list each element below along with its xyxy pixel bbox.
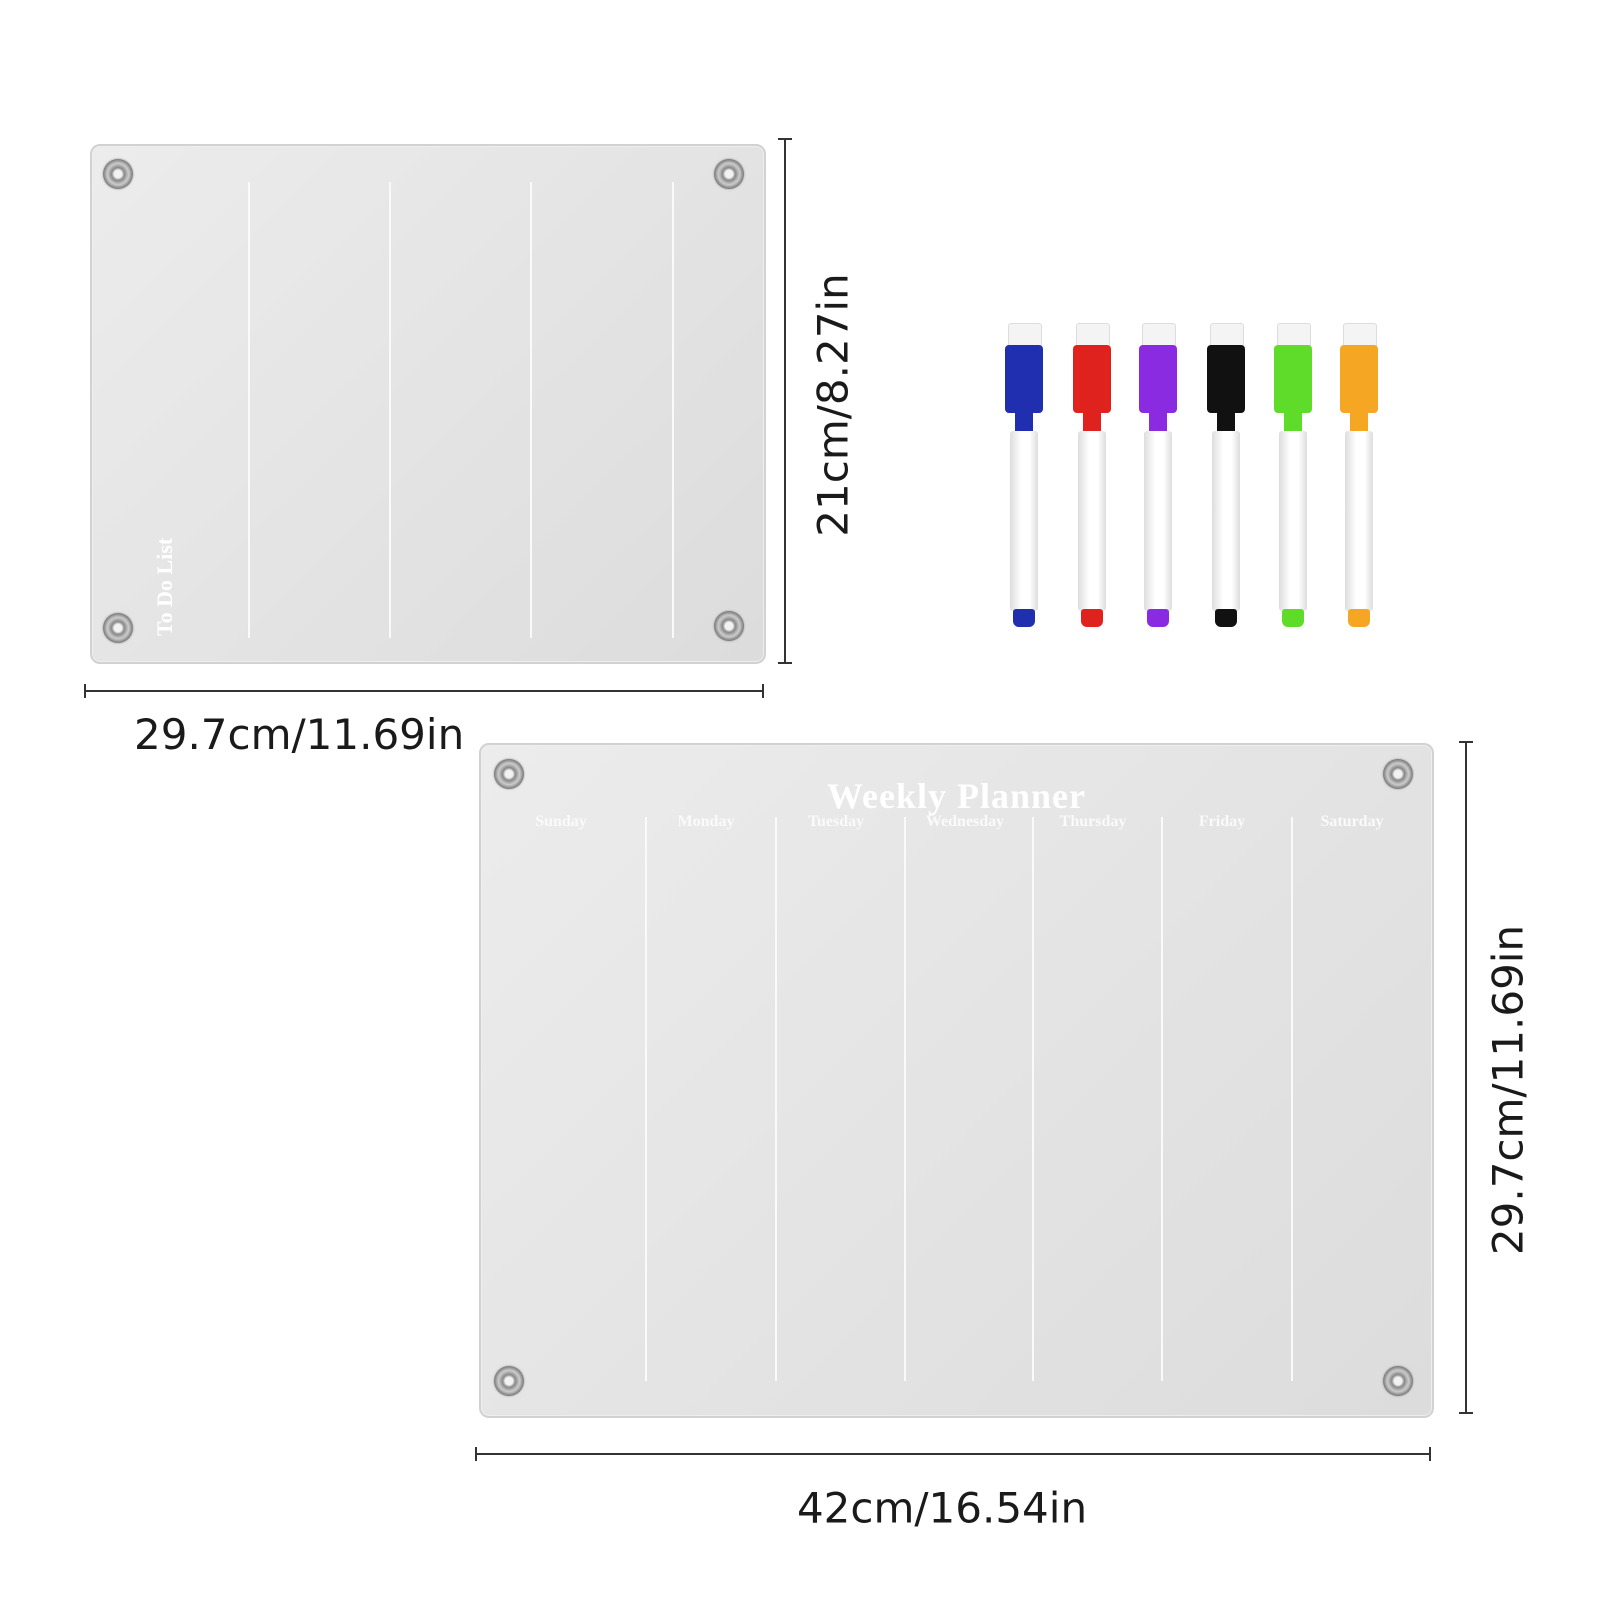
marker-tip [1282,609,1304,627]
marker-tip [1348,609,1370,627]
marker-tip [1215,609,1237,627]
weekly-height-label: 29.7cm/11.69in [1483,924,1533,1256]
day-label-friday: Friday [1198,813,1246,830]
weekly-planner-board: Weekly Planner Sunday Monday Tuesday Wednes… [479,743,1434,1418]
screw-icon [714,159,744,189]
column-divider [530,182,532,638]
screw-icon [1383,1366,1413,1396]
day-label-thursday: Thursday [1059,813,1127,830]
screw-icon [1383,759,1413,789]
marker-black [1206,323,1246,636]
marker-neck [1217,411,1235,433]
screw-icon [103,613,133,643]
day-label-tuesday: Tuesday [807,813,865,830]
marker-barrel [1345,431,1373,611]
column-divider [248,182,250,638]
day-column-divider [1032,817,1034,1381]
marker-tip [1147,609,1169,627]
screw-icon [103,159,133,189]
dim-tick [1459,741,1473,743]
day-column-divider [1161,817,1163,1381]
screw-icon [494,759,524,789]
dim-tick [778,138,792,140]
eraser-cap [1142,323,1176,349]
marker-neck [1149,411,1167,433]
dim-tick [84,684,86,698]
marker-barrel [1144,431,1172,611]
todo-width-label: 29.7cm/11.69in [134,710,465,759]
weekly-width-line [475,1453,1431,1455]
marker-grip [1340,345,1378,413]
weekly-height-line [1465,741,1467,1414]
marker-neck [1284,411,1302,433]
marker-barrel [1078,431,1106,611]
dim-tick [475,1447,477,1461]
todo-width-line [84,690,764,692]
column-divider [389,182,391,638]
marker-grip [1139,345,1177,413]
marker-green [1273,323,1313,636]
marker-grip [1207,345,1245,413]
marker-neck [1083,411,1101,433]
todo-title: To Do List [152,537,177,636]
eraser-cap [1008,323,1042,349]
screw-icon [494,1366,524,1396]
todo-height-line [784,138,786,664]
day-column-divider [1291,817,1293,1381]
day-label-wednesday: Wednesday [925,813,1005,830]
marker-orange [1339,323,1379,636]
todo-height-label: 21cm/8.27in [808,273,858,537]
marker-barrel [1279,431,1307,611]
marker-barrel [1212,431,1240,611]
dim-tick [1459,1412,1473,1414]
eraser-cap [1277,323,1311,349]
day-label-saturday: Saturday [1320,813,1384,830]
marker-tip [1013,609,1035,627]
screw-icon [714,611,744,641]
day-label-monday: Monday [677,813,735,830]
marker-grip [1073,345,1111,413]
dim-tick [778,662,792,664]
dim-tick [1429,1447,1431,1461]
day-label-sunday: Sunday [535,813,587,830]
marker-grip [1274,345,1312,413]
day-column-divider [904,817,906,1381]
todo-list-board: To Do List [90,144,766,664]
marker-purple [1138,323,1178,636]
dim-tick [762,684,764,698]
weekly-width-label: 42cm/16.54in [796,1483,1088,1533]
marker-grip [1005,345,1043,413]
marker-red [1072,323,1112,636]
marker-neck [1350,411,1368,433]
marker-neck [1015,411,1033,433]
marker-tip [1081,609,1103,627]
day-column-divider [775,817,777,1381]
marker-barrel [1010,431,1038,611]
marker-blue [1004,323,1044,636]
weekly-planner-title: Weekly Planner [827,776,1086,816]
column-divider [672,182,674,638]
day-column-divider [645,817,647,1381]
